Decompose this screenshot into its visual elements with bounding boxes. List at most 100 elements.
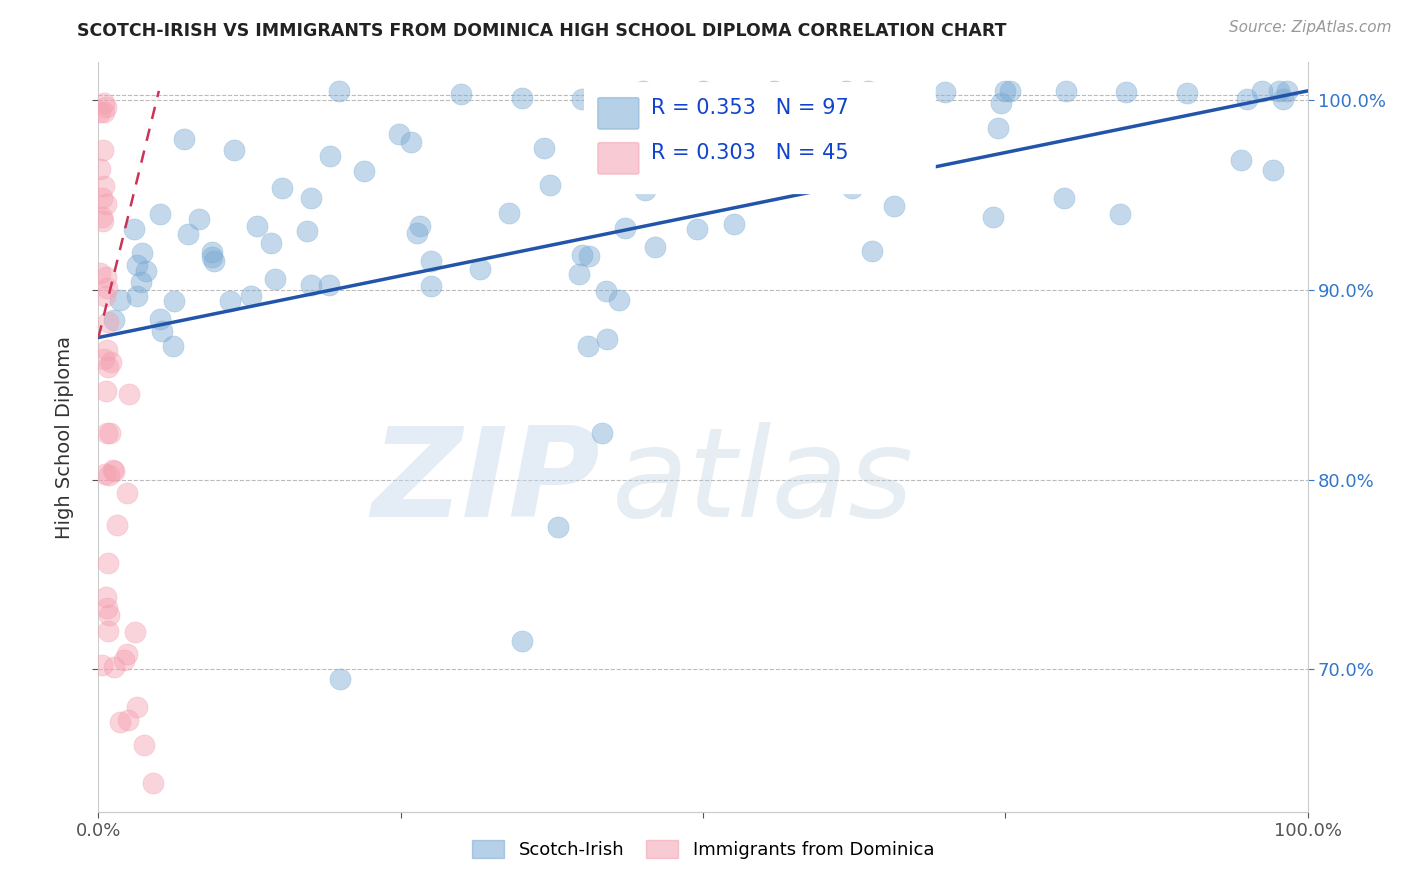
- Point: [97, 360, 120, 375]
- Point: [634, 183, 657, 197]
- Point: [419, 278, 441, 293]
- Point: [1236, 92, 1258, 106]
- Point: [97, 556, 120, 570]
- Point: [686, 221, 709, 235]
- Point: [115, 647, 138, 661]
- Point: [101, 463, 124, 477]
- Point: [981, 210, 1004, 224]
- Point: [860, 244, 883, 259]
- Point: [201, 250, 224, 264]
- Point: [578, 249, 600, 263]
- Point: [117, 713, 139, 727]
- Point: [1000, 84, 1022, 98]
- Point: [591, 426, 613, 441]
- Point: [1054, 84, 1077, 98]
- Point: [990, 95, 1012, 110]
- Point: [103, 312, 125, 326]
- Point: [571, 92, 593, 106]
- Point: [98, 607, 121, 622]
- Point: [129, 275, 152, 289]
- Point: [778, 96, 800, 111]
- Point: [450, 87, 472, 102]
- Point: [89, 162, 111, 177]
- Point: [125, 288, 148, 302]
- Y-axis label: High School Diploma: High School Diploma: [55, 335, 75, 539]
- Point: [420, 254, 443, 268]
- Point: [202, 253, 225, 268]
- Point: [271, 181, 294, 195]
- Text: R = 0.353   N = 97: R = 0.353 N = 97: [651, 98, 849, 118]
- Point: [547, 520, 569, 534]
- Point: [91, 657, 114, 672]
- Point: [91, 143, 114, 157]
- Point: [934, 85, 956, 99]
- Point: [149, 312, 172, 326]
- Point: [246, 219, 269, 234]
- Point: [1115, 85, 1137, 99]
- Point: [1053, 191, 1076, 205]
- Point: [498, 206, 520, 220]
- Point: [89, 105, 111, 120]
- Point: [1175, 86, 1198, 100]
- Point: [987, 120, 1010, 135]
- Point: [134, 739, 156, 753]
- Point: [103, 660, 125, 674]
- Point: [149, 207, 172, 221]
- Point: [299, 191, 322, 205]
- Point: [295, 224, 318, 238]
- Point: [1275, 84, 1298, 98]
- Point: [401, 136, 423, 150]
- Point: [125, 258, 148, 272]
- Point: [97, 315, 120, 329]
- Legend: Scotch-Irish, Immigrants from Dominica: Scotch-Irish, Immigrants from Dominica: [464, 832, 942, 866]
- Point: [510, 634, 533, 648]
- Text: ZIP: ZIP: [371, 422, 600, 542]
- Point: [1268, 84, 1291, 98]
- Point: [870, 173, 893, 187]
- Point: [409, 219, 432, 234]
- Point: [723, 218, 745, 232]
- Point: [1272, 91, 1295, 105]
- Point: [142, 776, 165, 790]
- Point: [163, 293, 186, 308]
- FancyBboxPatch shape: [585, 83, 935, 194]
- Point: [510, 90, 533, 104]
- Point: [318, 278, 340, 293]
- Point: [763, 84, 786, 98]
- Point: [98, 426, 121, 441]
- Text: Source: ZipAtlas.com: Source: ZipAtlas.com: [1229, 20, 1392, 35]
- Point: [90, 191, 112, 205]
- Text: SCOTCH-IRISH VS IMMIGRANTS FROM DOMINICA HIGH SCHOOL DIPLOMA CORRELATION CHART: SCOTCH-IRISH VS IMMIGRANTS FROM DOMINICA…: [77, 22, 1007, 40]
- Point: [613, 221, 636, 235]
- Point: [883, 199, 905, 213]
- Point: [105, 518, 128, 533]
- Point: [96, 425, 118, 440]
- Point: [89, 267, 111, 281]
- Point: [117, 486, 139, 500]
- Point: [571, 248, 593, 262]
- Point: [595, 332, 617, 346]
- Point: [93, 105, 115, 120]
- Point: [1108, 207, 1130, 221]
- Point: [240, 289, 263, 303]
- Point: [96, 280, 118, 294]
- Point: [91, 214, 114, 228]
- Point: [96, 197, 118, 211]
- Point: [533, 141, 555, 155]
- Point: [1230, 153, 1253, 167]
- Point: [538, 178, 561, 192]
- Point: [103, 464, 125, 478]
- Point: [219, 294, 242, 309]
- Point: [891, 87, 914, 102]
- Point: [173, 132, 195, 146]
- Point: [752, 86, 775, 100]
- Point: [150, 324, 173, 338]
- Point: [631, 84, 654, 98]
- Point: [353, 164, 375, 178]
- Point: [93, 351, 115, 366]
- Point: [607, 293, 630, 307]
- Point: [96, 590, 118, 604]
- Point: [201, 245, 224, 260]
- Point: [122, 222, 145, 236]
- Point: [93, 178, 115, 193]
